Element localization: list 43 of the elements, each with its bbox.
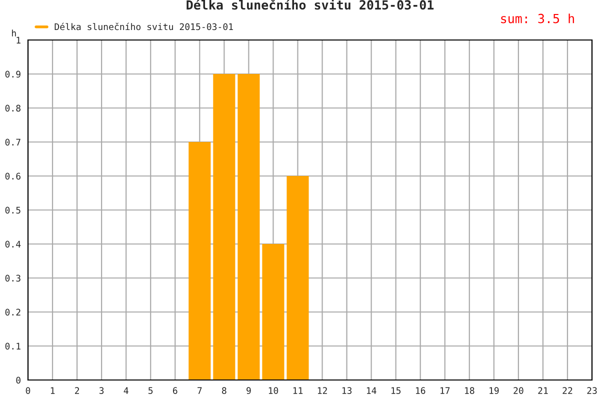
x-tick-label: 20 [514, 387, 524, 394]
x-tick-label: 17 [440, 387, 450, 394]
bar [286, 176, 309, 380]
x-tick-label: 10 [268, 387, 278, 394]
y-tick-label: 0.7 [5, 138, 20, 146]
x-tick-label: 3 [99, 387, 104, 394]
y-tick-label: 0.1 [5, 342, 20, 350]
x-tick-label: 16 [416, 387, 426, 394]
x-tick-label: 19 [490, 387, 499, 394]
y-axis-title: h [12, 30, 16, 36]
x-tick-label: 6 [173, 387, 178, 394]
x-tick-label: 18 [465, 387, 474, 394]
y-tick-label: 0.6 [5, 172, 20, 180]
y-tick-label: 0.3 [5, 274, 20, 282]
x-tick-label: 22 [562, 387, 572, 394]
y-tick-label: 0.4 [5, 240, 21, 248]
legend-label: Délka slunečního svitu 2015-03-01 [54, 22, 233, 30]
y-tick-label: 0 [16, 376, 20, 384]
x-tick-label: 2 [74, 387, 79, 394]
x-tick-label: 4 [124, 387, 128, 394]
bar [238, 74, 260, 380]
y-tick-label: 1 [16, 36, 20, 44]
bar [213, 74, 236, 380]
x-tick-label: 14 [366, 387, 376, 394]
bar [188, 142, 211, 380]
x-tick-label: 8 [222, 387, 226, 394]
y-tick-label: 0.8 [5, 104, 20, 112]
x-tick-label: 12 [318, 387, 327, 394]
x-tick-label: 11 [293, 387, 303, 394]
bar [262, 244, 284, 380]
x-tick-label: 0 [26, 387, 30, 394]
x-tick-label: 7 [198, 387, 202, 394]
x-tick-label: 21 [538, 387, 548, 394]
x-tick-label: 5 [148, 387, 153, 394]
x-tick-label: 23 [587, 387, 597, 394]
y-tick-label: 0.5 [5, 206, 20, 214]
x-tick-label: 13 [342, 387, 352, 394]
x-tick-label: 15 [391, 387, 401, 394]
y-tick-label: 0.2 [5, 308, 20, 316]
x-tick-label: 9 [246, 387, 251, 394]
y-tick-label: 0.9 [5, 70, 20, 78]
x-tick-label: 1 [50, 387, 55, 394]
text: sum: 3.5 h [501, 14, 574, 24]
